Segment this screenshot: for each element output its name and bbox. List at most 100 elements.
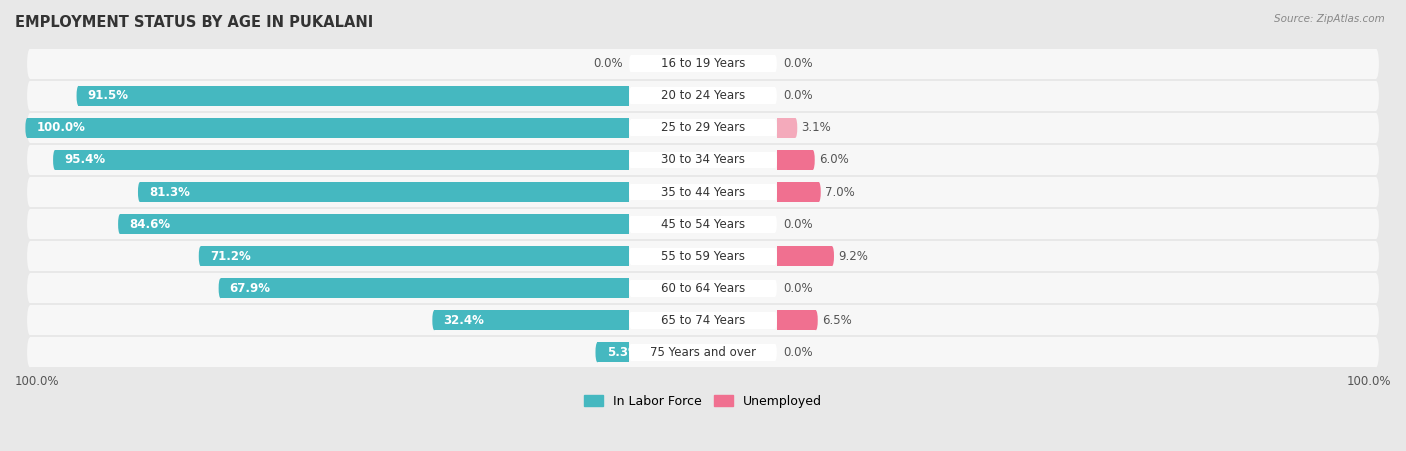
Text: 30 to 34 Years: 30 to 34 Years [661, 153, 745, 166]
Circle shape [773, 55, 776, 72]
Bar [776, 246, 832, 266]
Circle shape [198, 246, 202, 266]
Text: 16 to 19 Years: 16 to 19 Years [661, 57, 745, 70]
Text: 25 to 29 Years: 25 to 29 Years [661, 121, 745, 134]
Bar [631, 55, 775, 72]
Text: EMPLOYMENT STATUS BY AGE IN PUKALANI: EMPLOYMENT STATUS BY AGE IN PUKALANI [15, 15, 373, 30]
Text: 55 to 59 Years: 55 to 59 Years [661, 250, 745, 262]
Bar [631, 120, 775, 136]
Text: 75 Years and over: 75 Years and over [650, 346, 756, 359]
Bar [776, 182, 818, 202]
Circle shape [1374, 209, 1379, 239]
Bar [55, 150, 630, 170]
Circle shape [773, 184, 776, 201]
Circle shape [27, 81, 32, 111]
Circle shape [630, 280, 633, 297]
Circle shape [25, 118, 30, 138]
Circle shape [773, 312, 776, 329]
Circle shape [138, 182, 142, 202]
Text: 0.0%: 0.0% [783, 89, 813, 102]
Text: 100.0%: 100.0% [1347, 376, 1391, 388]
Text: 32.4%: 32.4% [443, 314, 484, 327]
Text: 0.0%: 0.0% [593, 57, 623, 70]
Circle shape [432, 310, 436, 330]
Circle shape [1374, 177, 1379, 207]
Circle shape [1374, 241, 1379, 271]
Bar [30, 81, 1376, 111]
Bar [30, 177, 1376, 207]
Circle shape [1374, 337, 1379, 367]
Bar [434, 310, 630, 330]
Legend: In Labor Force, Unemployed: In Labor Force, Unemployed [579, 390, 827, 413]
Bar [30, 49, 1376, 78]
Bar [776, 310, 815, 330]
Circle shape [817, 182, 821, 202]
Text: 9.2%: 9.2% [838, 250, 868, 262]
Bar [139, 182, 630, 202]
Circle shape [630, 216, 633, 233]
Circle shape [27, 113, 32, 143]
Circle shape [1374, 49, 1379, 78]
Text: 71.2%: 71.2% [209, 250, 250, 262]
Circle shape [1374, 273, 1379, 303]
Bar [221, 278, 630, 298]
Text: 100.0%: 100.0% [37, 121, 86, 134]
Circle shape [630, 248, 633, 265]
Bar [30, 241, 1376, 271]
Bar [27, 118, 630, 138]
Bar [598, 342, 630, 362]
Text: 0.0%: 0.0% [783, 57, 813, 70]
Circle shape [1374, 81, 1379, 111]
Circle shape [773, 280, 776, 297]
Text: 95.4%: 95.4% [65, 153, 105, 166]
Bar [30, 209, 1376, 239]
Circle shape [27, 241, 32, 271]
Text: 60 to 64 Years: 60 to 64 Years [661, 282, 745, 295]
Text: 67.9%: 67.9% [229, 282, 271, 295]
Circle shape [630, 152, 633, 168]
Circle shape [1374, 305, 1379, 335]
Circle shape [218, 278, 222, 298]
Circle shape [811, 150, 814, 170]
Circle shape [76, 86, 80, 106]
Bar [201, 246, 630, 266]
Text: 0.0%: 0.0% [783, 282, 813, 295]
Text: 0.0%: 0.0% [783, 346, 813, 359]
Circle shape [830, 246, 834, 266]
Circle shape [596, 342, 599, 362]
Circle shape [1374, 145, 1379, 175]
Circle shape [27, 177, 32, 207]
Bar [631, 184, 775, 201]
Circle shape [27, 337, 32, 367]
Text: 0.0%: 0.0% [783, 217, 813, 230]
Text: 65 to 74 Years: 65 to 74 Years [661, 314, 745, 327]
Text: 7.0%: 7.0% [825, 185, 855, 198]
Text: 6.0%: 6.0% [818, 153, 849, 166]
Text: Source: ZipAtlas.com: Source: ZipAtlas.com [1274, 14, 1385, 23]
Text: 100.0%: 100.0% [15, 376, 59, 388]
Circle shape [773, 152, 776, 168]
Circle shape [53, 150, 56, 170]
Text: 91.5%: 91.5% [87, 89, 129, 102]
Bar [631, 216, 775, 233]
Bar [631, 312, 775, 329]
Bar [631, 152, 775, 168]
Circle shape [1374, 113, 1379, 143]
Bar [120, 214, 630, 234]
Circle shape [630, 344, 633, 361]
Circle shape [630, 55, 633, 72]
Circle shape [814, 310, 818, 330]
Bar [631, 344, 775, 361]
Circle shape [630, 312, 633, 329]
Text: 3.1%: 3.1% [801, 121, 831, 134]
Text: 81.3%: 81.3% [149, 185, 190, 198]
Circle shape [773, 87, 776, 104]
Bar [631, 248, 775, 265]
Circle shape [27, 209, 32, 239]
Circle shape [630, 120, 633, 136]
Bar [631, 280, 775, 297]
Circle shape [630, 87, 633, 104]
Bar [631, 87, 775, 104]
Text: 84.6%: 84.6% [129, 217, 170, 230]
Circle shape [773, 216, 776, 233]
